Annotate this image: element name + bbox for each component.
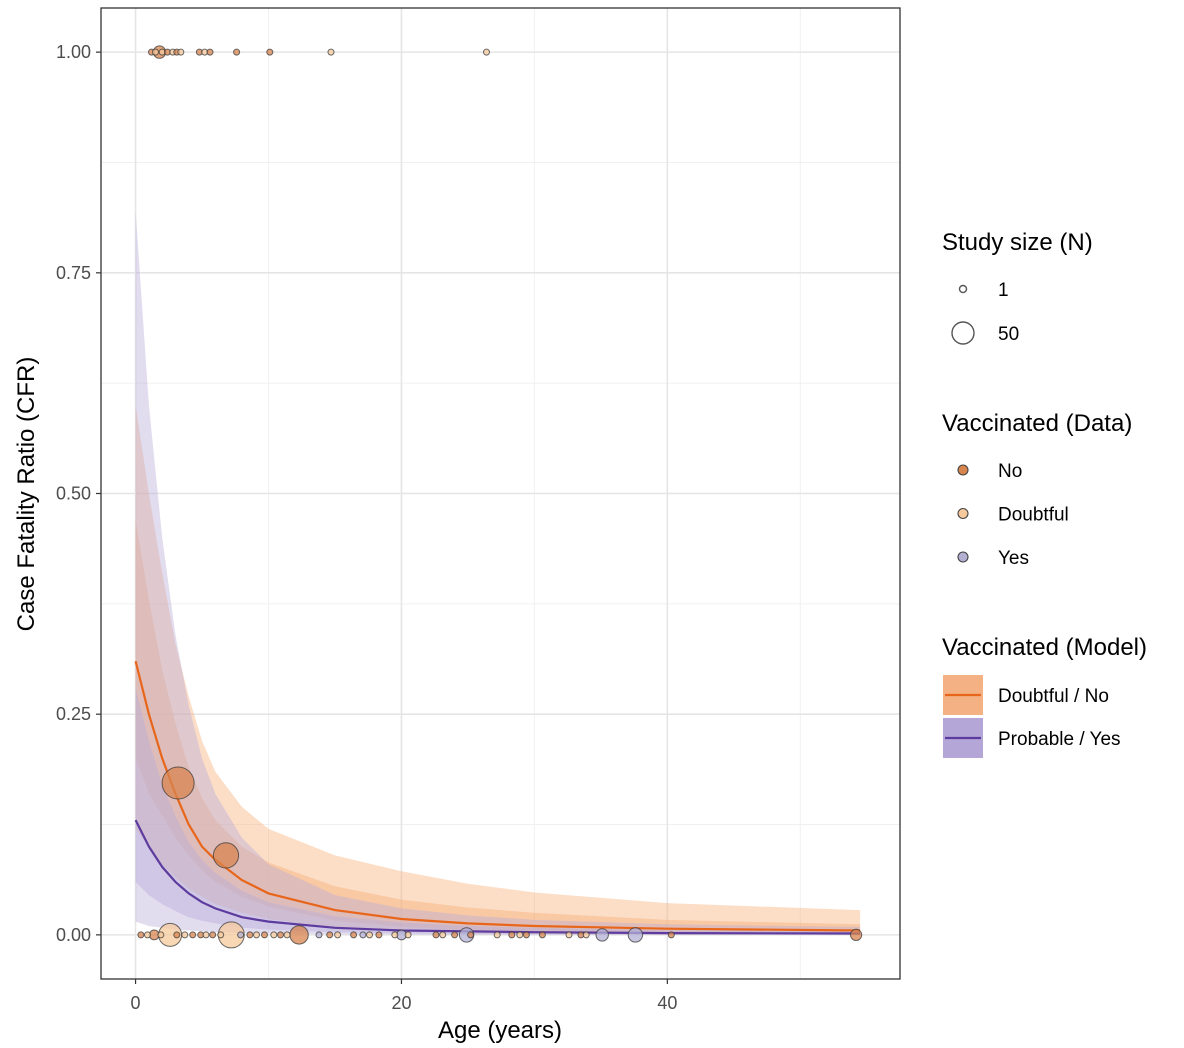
legend-data-label: Yes: [998, 548, 1029, 569]
data-point: [451, 931, 459, 939]
legend-data-label: Doubtful: [998, 505, 1069, 526]
legend-data-key: [957, 464, 969, 476]
data-point: [246, 931, 254, 939]
data-point: [261, 931, 268, 939]
data-point: [667, 931, 675, 939]
band-95-doubtful-no: [135, 405, 861, 935]
legend-size-key: [958, 284, 968, 294]
data-point: [565, 931, 573, 939]
data-point: [432, 931, 440, 939]
legend: Study size (N) 1 50 Vaccinated (Data) No D…: [942, 229, 1147, 758]
data-point: [439, 931, 447, 939]
y-tick-label: 0.50: [56, 484, 91, 504]
legend-size-title: Study size (N): [942, 229, 1093, 256]
x-tick-label: 20: [391, 993, 411, 1013]
data-point: [391, 931, 399, 939]
x-tick-label: 0: [131, 993, 141, 1013]
data-point: [538, 931, 546, 939]
x-axis: 0 20 40: [131, 979, 677, 1013]
data-point: [850, 928, 863, 942]
data-point: [173, 931, 181, 939]
legend-data-title: Vaccinated (Data): [942, 410, 1132, 437]
data-point: [289, 925, 309, 945]
data-point: [627, 927, 644, 943]
line-doubtful-no: [134, 660, 861, 932]
data-points: [137, 45, 863, 949]
data-point: [366, 931, 373, 939]
data-point: [467, 931, 475, 939]
legend-size-key: [951, 321, 975, 345]
data-point: [522, 931, 530, 939]
data-point: [181, 931, 189, 939]
data-point: [202, 931, 210, 939]
y-tick-label: 0.25: [56, 704, 91, 724]
data-point: [277, 931, 284, 939]
legend-data-label: No: [998, 461, 1022, 482]
data-point: [266, 48, 274, 56]
data-point: [209, 931, 217, 939]
data-point: [177, 48, 185, 56]
data-point: [161, 766, 195, 800]
x-tick-label: 40: [657, 993, 677, 1013]
data-point: [359, 931, 367, 939]
band-80-probable-yes: [135, 687, 861, 935]
x-axis-title: Age (years): [438, 1017, 562, 1044]
legend-model-label: Probable / Yes: [998, 729, 1121, 750]
legend-data-items: No Doubtful Yes: [957, 461, 1069, 569]
legend-data-key: [957, 507, 969, 520]
data-point: [206, 48, 214, 56]
legend-model-label: Doubtful / No: [998, 686, 1109, 707]
legend-size-items: 1 50: [951, 280, 1019, 345]
data-point: [237, 931, 245, 939]
legend-size-label: 50: [998, 324, 1019, 345]
data-point: [137, 931, 145, 939]
y-tick-label: 0.75: [56, 263, 91, 283]
data-point: [375, 931, 383, 939]
data-point: [516, 931, 524, 939]
data-point: [144, 931, 151, 939]
y-axis: 0.00 0.25 0.50 0.75 1.00: [56, 42, 101, 945]
data-point: [253, 931, 260, 939]
legend-data-key: [957, 551, 969, 563]
y-tick-label: 0.00: [56, 925, 91, 945]
data-point: [508, 931, 516, 939]
data-point: [283, 931, 291, 939]
data-point: [483, 48, 490, 56]
data-point: [493, 931, 501, 939]
data-point: [233, 48, 241, 56]
legend-model-title: Vaccinated (Model): [942, 634, 1147, 661]
band-95-probable-yes: [135, 211, 861, 935]
data-point: [152, 48, 159, 56]
legend-size-label: 1: [998, 280, 1009, 301]
y-tick-label: 1.00: [56, 42, 91, 62]
data-point: [315, 931, 323, 939]
data-point: [327, 48, 335, 56]
data-point: [595, 928, 609, 942]
data-point: [217, 931, 225, 939]
data-point: [326, 931, 334, 939]
data-point: [189, 931, 197, 939]
data-point: [212, 842, 240, 869]
data-point: [334, 931, 342, 939]
data-point: [270, 931, 278, 939]
data-point: [157, 931, 165, 939]
data-point: [582, 931, 590, 939]
legend-model-items: Doubtful / No Probable / Yes: [943, 675, 1121, 758]
y-axis-title: Case Fatality Ratio (CFR): [13, 357, 40, 632]
model-bands: [135, 211, 861, 935]
data-point: [350, 931, 358, 939]
data-point: [404, 931, 412, 939]
